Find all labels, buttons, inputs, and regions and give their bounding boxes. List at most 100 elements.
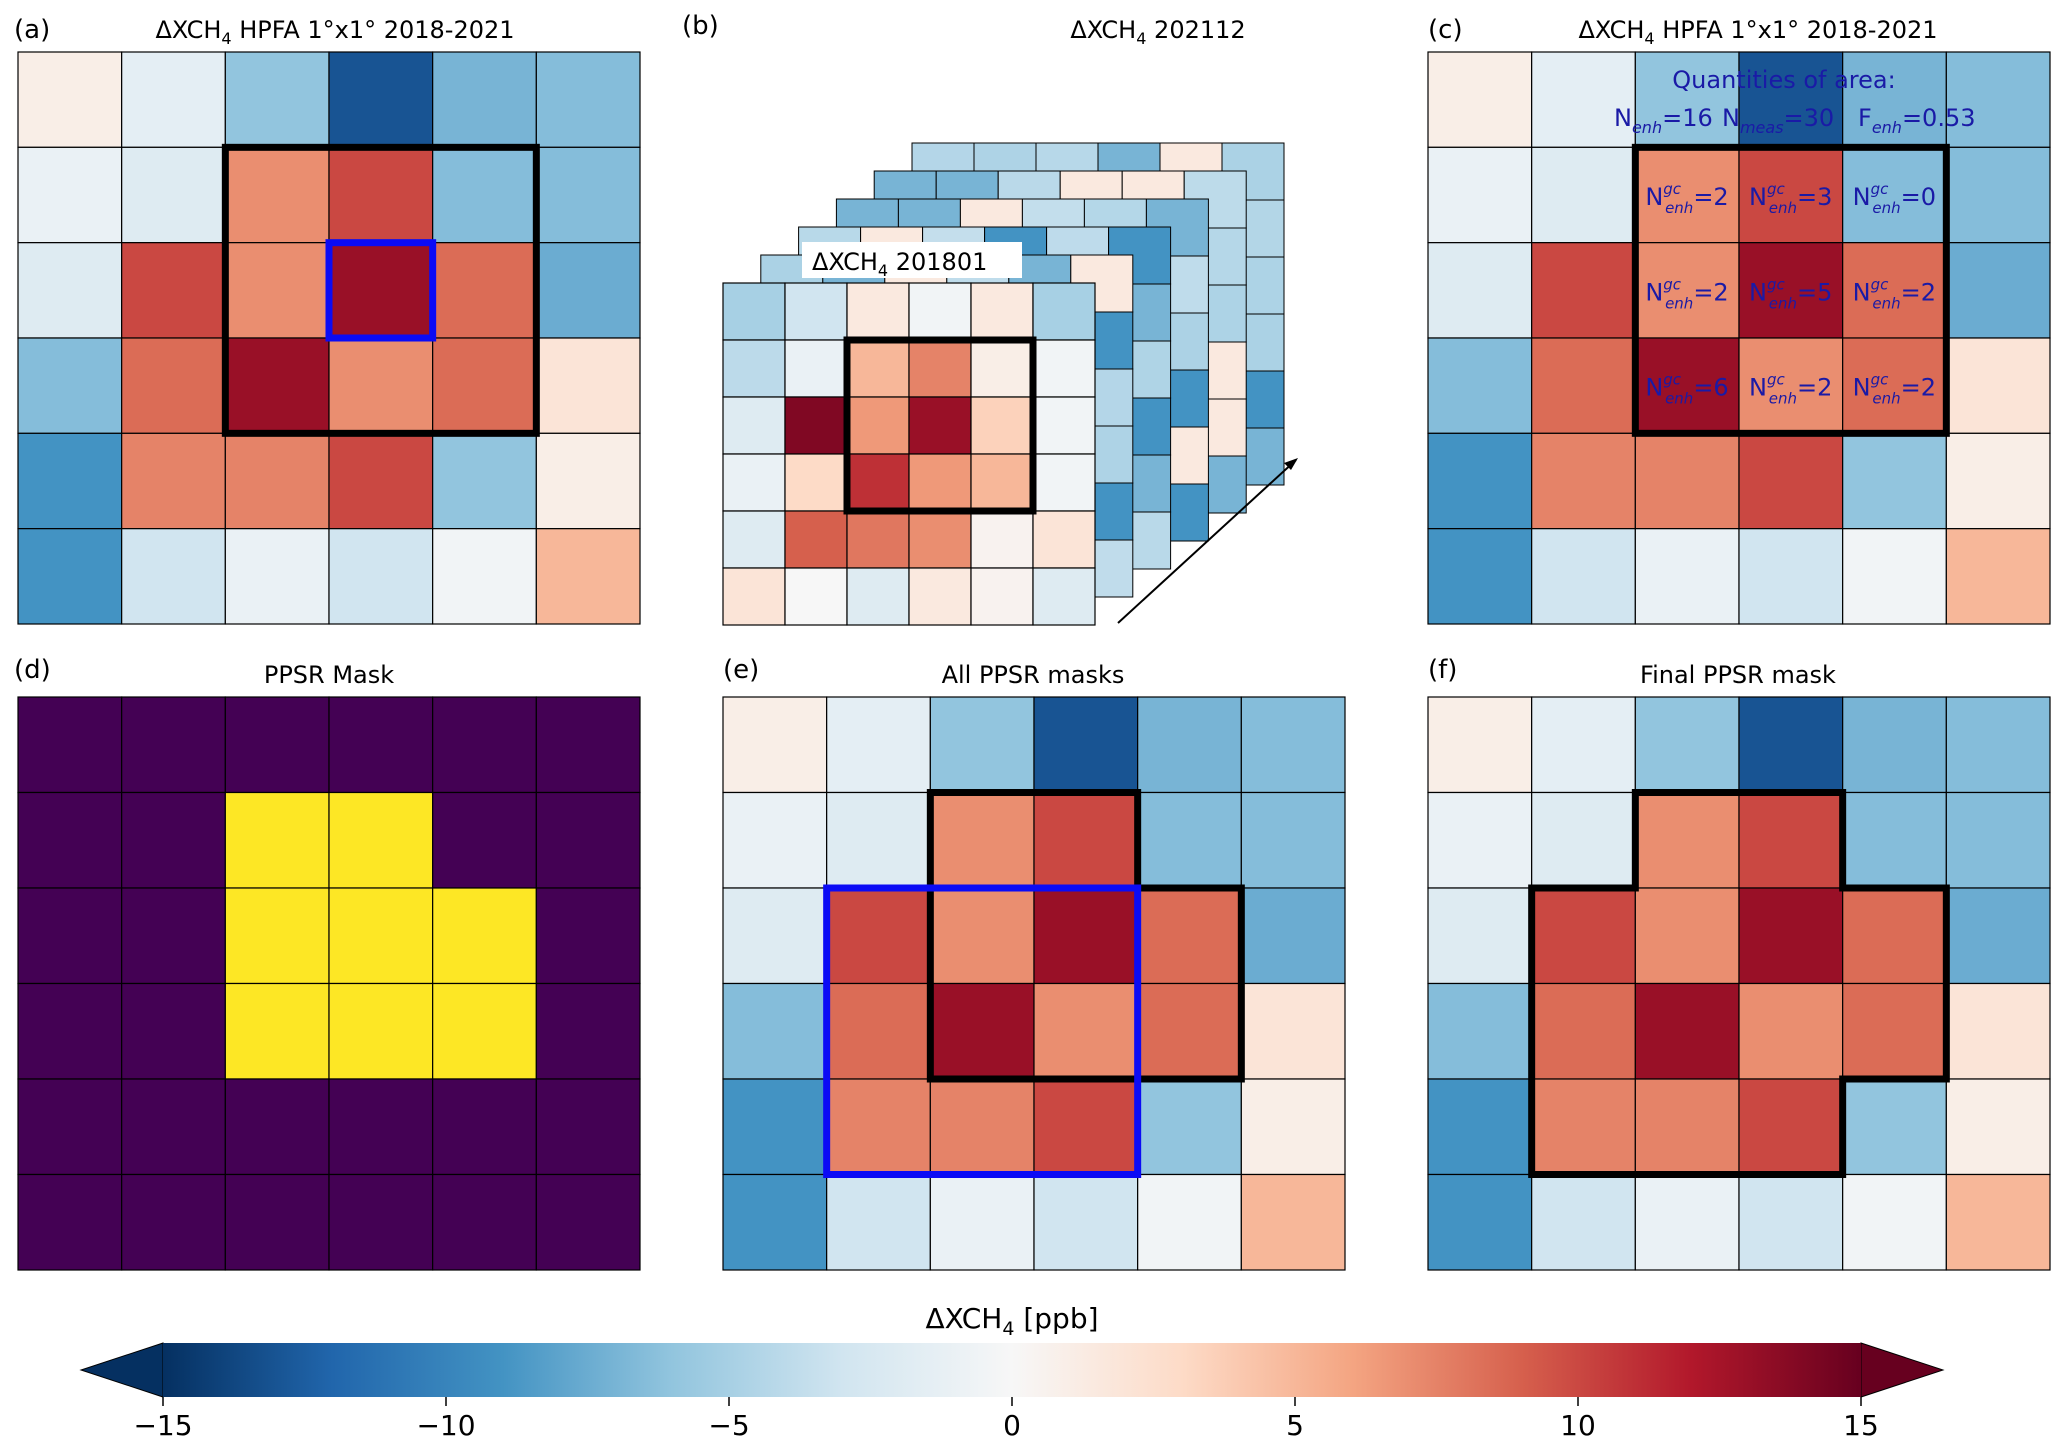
heatmap-cell xyxy=(1738,791,1844,889)
heatmap-cell xyxy=(121,887,226,985)
heatmap-cell xyxy=(784,567,848,626)
heatmap-cell xyxy=(121,696,226,794)
heatmap-cell xyxy=(908,510,972,569)
heatmap-cell xyxy=(328,696,434,794)
highlight-box-black xyxy=(843,336,1037,515)
heatmap-cell xyxy=(432,528,537,625)
heatmap-cell xyxy=(535,1078,641,1176)
heatmap-cell xyxy=(1240,982,1346,1080)
heatmap-cell xyxy=(1945,1173,2051,1271)
heatmap-cell xyxy=(1531,528,1636,625)
heatmap-cell xyxy=(432,146,537,244)
heatmap-cell xyxy=(1531,696,1636,794)
panel-b-front-title-text: ΔXCH4 201801 xyxy=(812,248,987,280)
heatmap-cell xyxy=(1945,982,2051,1080)
heatmap-cell xyxy=(908,339,972,398)
heatmap-cell xyxy=(908,396,972,455)
heatmap-cell xyxy=(722,396,786,455)
heatmap-cell xyxy=(1427,242,1533,339)
heatmap-cell xyxy=(535,242,641,339)
heatmap-cell xyxy=(224,982,330,1080)
heatmap-cell xyxy=(1634,696,1740,794)
heatmap-cell xyxy=(535,791,641,889)
heatmap-cell xyxy=(722,887,828,985)
heatmap-cell xyxy=(328,337,434,434)
panel-a: (a) ΔXCH4 HPFA 1°x1° 2018-2021 xyxy=(14,15,641,625)
heatmap-cell xyxy=(17,337,123,434)
heatmap-cell xyxy=(970,282,1034,341)
heatmap-cell xyxy=(1427,982,1533,1080)
heatmap-cell xyxy=(535,1173,641,1271)
heatmap-cell xyxy=(1842,1078,1947,1176)
mask-outline-black xyxy=(926,789,1245,1083)
stack-arrow-line xyxy=(1117,459,1297,624)
stack-arrow-head xyxy=(1284,458,1298,470)
heatmap-cell xyxy=(1032,396,1096,455)
heatmap-cell xyxy=(1531,51,1636,148)
heatmap-cell xyxy=(846,282,910,341)
heatmap-cell xyxy=(328,982,434,1080)
heatmap-cell xyxy=(1842,146,1947,244)
heatmap-cell xyxy=(846,453,910,512)
heatmap-cell xyxy=(432,982,537,1080)
ngc-enh-label: Ngc enh=5 xyxy=(1749,275,1832,312)
heatmap-cell xyxy=(328,432,434,530)
heatmap-cell xyxy=(432,1078,537,1176)
heatmap-cell xyxy=(1427,791,1533,889)
heatmap-cell xyxy=(1032,453,1096,512)
heatmap-cell xyxy=(224,887,330,985)
heatmap-cell xyxy=(224,528,330,625)
heatmap-cell xyxy=(1531,887,1636,985)
heatmap-cell xyxy=(121,337,226,434)
heatmap-cell xyxy=(1427,1078,1533,1176)
heatmap-cell xyxy=(1842,696,1947,794)
heatmap-cell xyxy=(1634,1078,1740,1176)
heatmap-cell xyxy=(1427,696,1533,794)
heatmap-cell xyxy=(328,791,434,889)
heatmap-cell xyxy=(1531,242,1636,339)
heatmap-cell xyxy=(535,696,641,794)
panel-b-front-title: ΔXCH4 201801 xyxy=(802,242,1022,280)
heatmap-cell xyxy=(1634,982,1740,1080)
panel-e-heatmap xyxy=(722,696,1346,1271)
highlight-box-black xyxy=(221,143,540,437)
heatmap-cell xyxy=(1738,982,1844,1080)
heatmap-cell xyxy=(328,528,434,625)
heatmap-cell xyxy=(1137,1078,1242,1176)
heatmap-cell xyxy=(929,1078,1035,1176)
heatmap-cell xyxy=(970,396,1034,455)
heatmap-cell xyxy=(1842,791,1947,889)
heatmap-cell xyxy=(1842,432,1947,530)
heatmap-cell xyxy=(1738,337,1844,434)
heatmap-cell xyxy=(535,982,641,1080)
heatmap-cell xyxy=(432,242,537,339)
heatmap-cell xyxy=(929,982,1035,1080)
heatmap-cell xyxy=(1842,887,1947,985)
ngc-enh-label: Ngc enh=2 xyxy=(1645,275,1728,312)
heatmap-cell xyxy=(1945,51,2051,148)
heatmap-cell xyxy=(1634,791,1740,889)
panel-b-stack-top-title: ΔXCH4 202112 xyxy=(1070,16,1245,48)
heatmap-cell xyxy=(1531,1173,1636,1271)
colorbar-label-main: ΔXCH xyxy=(925,1302,1002,1335)
panel-c-annotations: Quantities of area: Nenh=16 Nmeas=30 Fen… xyxy=(1614,66,1975,408)
heatmap-cell xyxy=(328,146,434,244)
heatmap-cell xyxy=(1738,432,1844,530)
ngc-enh-label: Ngc enh=2 xyxy=(1853,371,1936,408)
heatmap-cell xyxy=(17,982,123,1080)
heatmap-cell xyxy=(1137,696,1242,794)
heatmap-cell xyxy=(784,453,848,512)
heatmap-cell xyxy=(722,510,786,569)
heatmap-cell xyxy=(1033,982,1139,1080)
heatmap-cell xyxy=(1240,1078,1346,1176)
heatmap-cell xyxy=(722,282,786,341)
heatmap-cell xyxy=(1032,339,1096,398)
heatmap-cell xyxy=(1531,982,1636,1080)
heatmap-cell xyxy=(121,242,226,339)
heatmap-cell xyxy=(121,1078,226,1176)
ngc-enh-label: Ngc enh=2 xyxy=(1853,275,1936,312)
panel-b: (b) ΔXCH4 202112 ΔXCH4 201801 xyxy=(682,11,1298,626)
heatmap-cell xyxy=(1842,337,1947,434)
heatmap-cell xyxy=(722,791,828,889)
heatmap-cell xyxy=(328,1078,434,1176)
